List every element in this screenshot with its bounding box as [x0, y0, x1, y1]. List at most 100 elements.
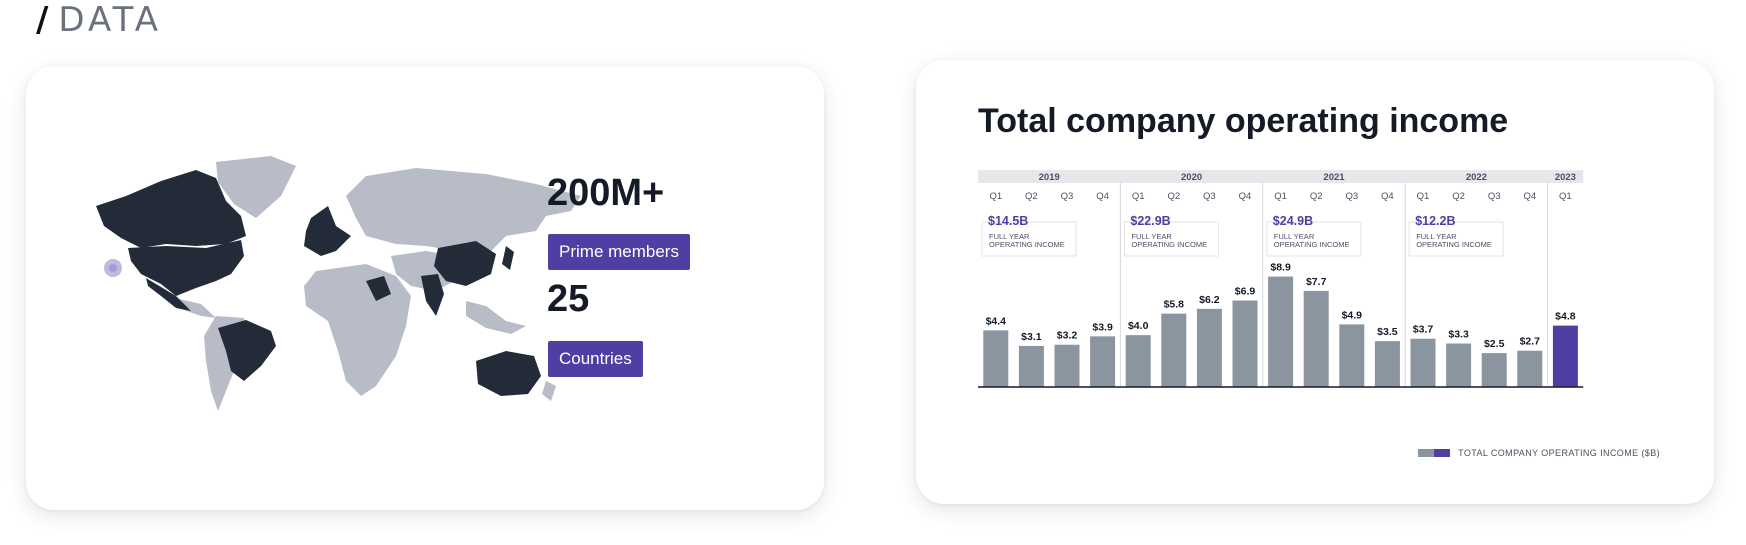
bar: [1339, 324, 1365, 387]
bar: [1446, 343, 1472, 387]
bar: [1018, 345, 1044, 387]
quarter-label: Q1: [1559, 191, 1572, 202]
quarter-label: Q4: [1239, 191, 1252, 202]
full-year-note-line2: OPERATING INCOME: [1416, 240, 1492, 249]
middle-east-shape: [366, 276, 391, 301]
full-year-note-line2: OPERATING INCOME: [1274, 240, 1350, 249]
bar: [1552, 325, 1578, 387]
countries-label: Countries: [548, 341, 643, 377]
bar: [1303, 290, 1329, 387]
bar: [983, 330, 1009, 387]
chart-legend: TOTAL COMPANY OPERATING INCOME ($B): [1418, 448, 1660, 458]
bar: [1161, 313, 1187, 387]
year-label: 2021: [1323, 172, 1345, 183]
legend-swatch: [1418, 449, 1451, 457]
quarter-label: Q2: [1025, 191, 1038, 202]
quarter-label: Q1: [1274, 191, 1287, 202]
full-year-box: [981, 221, 1077, 257]
full-year-value: $12.2B: [1415, 214, 1455, 228]
bar-value-label: $4.9: [1342, 309, 1363, 321]
quarter-label: Q3: [1488, 191, 1501, 202]
quarter-label: Q4: [1523, 191, 1536, 202]
bar-value-label: $2.5: [1484, 338, 1505, 350]
quarter-label: Q4: [1381, 191, 1394, 202]
quarter-label: Q3: [1345, 191, 1358, 202]
bar-value-label: $3.5: [1377, 326, 1398, 338]
bar-value-label: $3.3: [1448, 329, 1469, 341]
full-year-box: [1123, 221, 1219, 257]
quarter-label: Q2: [1310, 191, 1323, 202]
prime-members-label: Prime members: [548, 234, 690, 270]
year-band: [978, 170, 1584, 183]
full-year-value: $14.5B: [988, 214, 1028, 228]
india-shape: [421, 274, 444, 316]
chart-title: Total company operating income: [978, 102, 1509, 140]
year-label: 2019: [1039, 172, 1060, 183]
bar-value-label: $4.4: [986, 315, 1007, 327]
full-year-box: [1408, 221, 1504, 257]
bar: [1125, 335, 1151, 387]
quarter-label: Q3: [1203, 191, 1216, 202]
countries-count: 25: [547, 278, 590, 320]
section-label: / DATA: [36, 0, 162, 40]
africa-shape: [304, 264, 411, 396]
greenland-shape: [216, 156, 296, 218]
world-map: [96, 156, 581, 411]
legend-label: TOTAL COMPANY OPERATING INCOME ($B): [1458, 448, 1660, 458]
bar-value-label: $4.0: [1128, 320, 1149, 332]
full-year-note-line1: FULL YEAR: [1416, 232, 1457, 241]
bar-value-label: $6.9: [1235, 285, 1256, 297]
full-year-note-line2: OPERATING INCOME: [989, 240, 1065, 249]
bar: [1232, 300, 1258, 387]
section-title: DATA: [58, 0, 163, 40]
bar-value-label: $3.7: [1413, 324, 1434, 336]
full-year-note-line1: FULL YEAR: [989, 232, 1030, 241]
usa-shape: [128, 240, 244, 296]
quarter-label: Q4: [1096, 191, 1109, 202]
mexico-shape: [146, 278, 191, 311]
bar-value-label: $3.2: [1057, 330, 1078, 342]
bar: [1054, 344, 1080, 387]
full-year-value: $22.9B: [1130, 214, 1170, 228]
china-shape: [434, 241, 496, 286]
year-label: 2020: [1181, 172, 1202, 183]
prime-members-count: 200M+: [547, 172, 665, 214]
quarter-label: Q1: [989, 191, 1002, 202]
year-label: 2023: [1555, 172, 1576, 183]
section-slash: /: [36, 0, 53, 40]
operating-income-card: Total company operating income 2019 $14.5…: [916, 60, 1714, 504]
bar-value-label: $8.9: [1270, 262, 1291, 274]
quarter-label: Q2: [1452, 191, 1465, 202]
bar: [1268, 276, 1294, 387]
bar-value-label: $3.1: [1021, 331, 1042, 343]
russia-shape: [346, 168, 581, 256]
bar-value-label: $7.7: [1306, 276, 1327, 288]
bar: [1374, 341, 1400, 387]
quarter-label: Q3: [1061, 191, 1074, 202]
bar-value-label: $4.8: [1555, 311, 1576, 323]
prime-map-card: 200M+ Prime members 25 Countries: [26, 66, 824, 510]
bar: [1481, 353, 1507, 387]
full-year-note-line1: FULL YEAR: [1274, 232, 1315, 241]
quarter-label: Q1: [1132, 191, 1145, 202]
canada-alaska-shape: [96, 170, 246, 248]
quarter-label: Q1: [1417, 191, 1430, 202]
quarter-label: Q2: [1167, 191, 1180, 202]
bar: [1196, 308, 1222, 387]
australia-shape: [476, 351, 541, 396]
bar-value-label: $5.8: [1164, 299, 1185, 311]
nz-shape: [542, 381, 556, 401]
bar-value-label: $6.2: [1199, 294, 1220, 306]
se-asia-shape: [466, 301, 526, 334]
bar: [1517, 350, 1543, 387]
full-year-value: $24.9B: [1273, 214, 1313, 228]
year-label: 2022: [1466, 172, 1487, 183]
full-year-box: [1266, 221, 1362, 257]
europe-shape: [304, 206, 351, 256]
bar: [1090, 336, 1116, 387]
japan-shape: [502, 246, 514, 270]
bar-value-label: $2.7: [1520, 336, 1541, 348]
bar: [1410, 338, 1436, 387]
full-year-note-line1: FULL YEAR: [1131, 232, 1172, 241]
